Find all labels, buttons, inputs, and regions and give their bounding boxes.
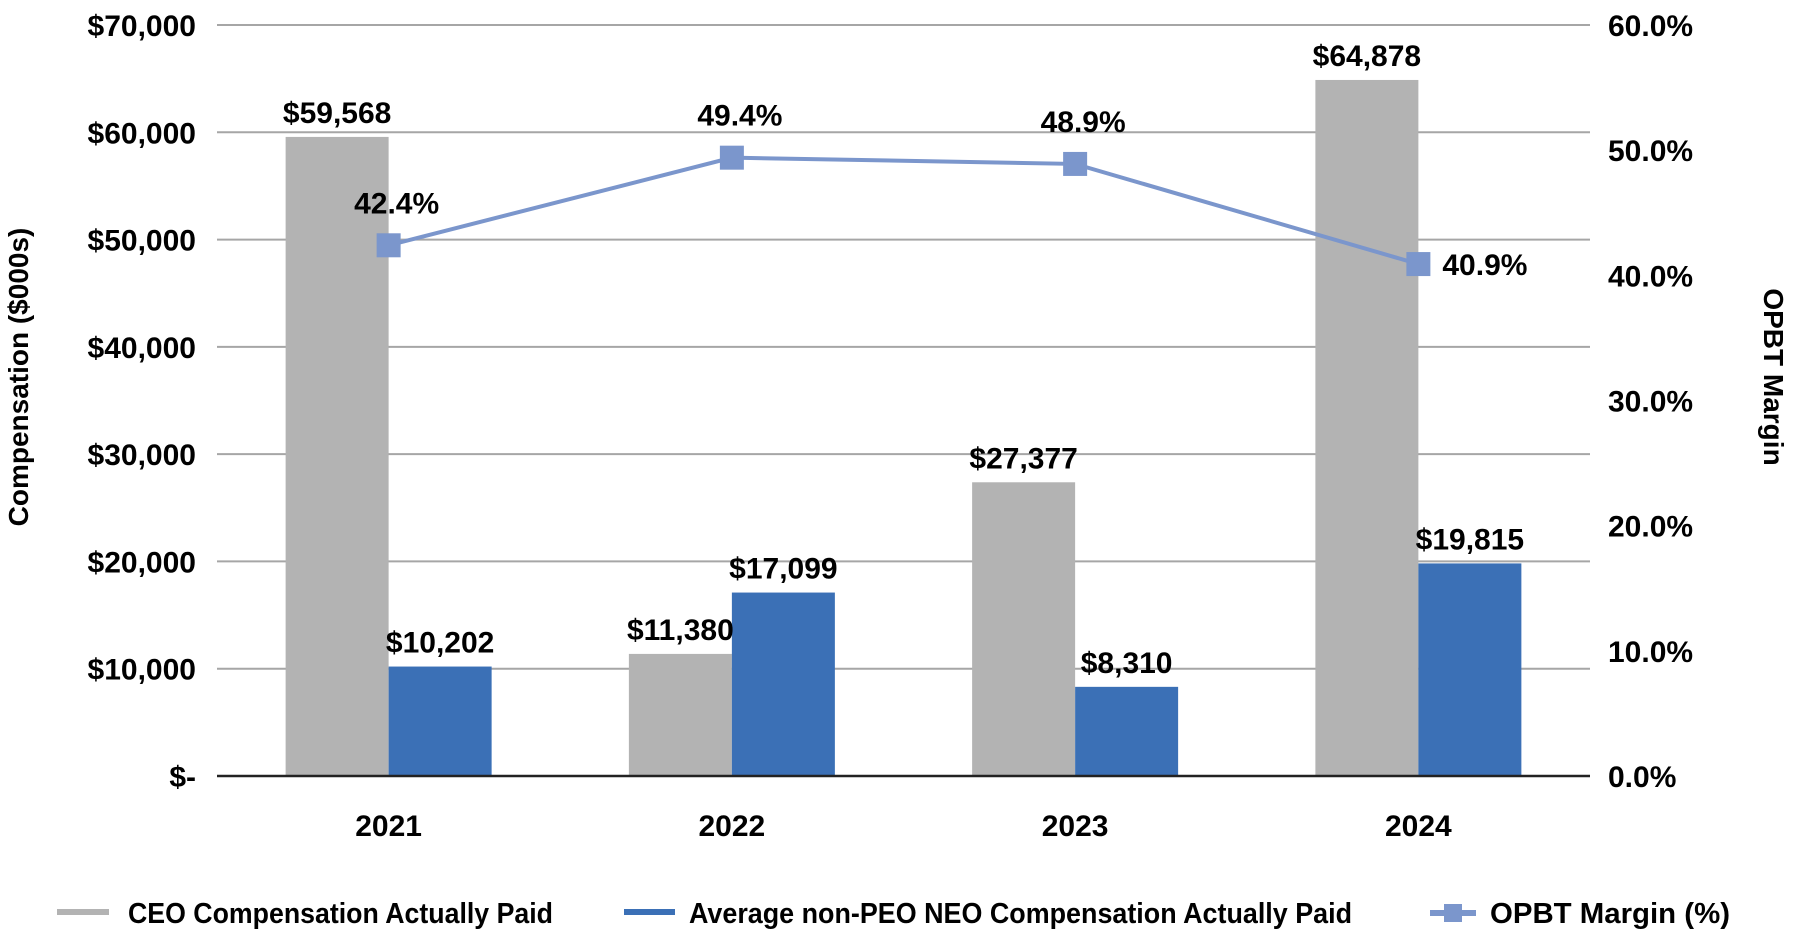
opbt-marker-2022 bbox=[719, 145, 744, 170]
left-tick-label: $50,000 bbox=[88, 225, 196, 258]
right-tick-label: 60.0% bbox=[1608, 10, 1693, 43]
left-tick-label: $60,000 bbox=[88, 117, 196, 150]
left-tick-label: $10,000 bbox=[88, 654, 196, 687]
opbt-label: 48.9% bbox=[1041, 106, 1126, 139]
bar-neo-2021 bbox=[388, 666, 492, 776]
bar-ceo-2021 bbox=[285, 136, 389, 776]
right-tick-label: 40.0% bbox=[1608, 260, 1693, 293]
legend-label-ceo: CEO Compensation Actually Paid bbox=[128, 898, 553, 930]
bar-ceo-2023 bbox=[972, 482, 1076, 776]
bar-ceo-2024 bbox=[1315, 79, 1419, 777]
left-tick-label: $- bbox=[169, 761, 196, 794]
right-axis-title: OPBT Margin bbox=[1758, 288, 1789, 465]
left-tick-label: $30,000 bbox=[88, 439, 196, 472]
legend-label-opbt: OPBT Margin (%) bbox=[1490, 898, 1730, 930]
opbt-label: 42.4% bbox=[354, 187, 439, 220]
right-tick-label: 20.0% bbox=[1608, 511, 1693, 544]
bar-neo-2022 bbox=[731, 592, 835, 776]
opbt-line-path bbox=[388, 155, 1419, 266]
bar-label: $27,377 bbox=[969, 442, 1077, 475]
left-tick-label: $20,000 bbox=[88, 546, 196, 579]
opbt-line bbox=[376, 145, 1431, 277]
bar-label: $11,380 bbox=[627, 614, 734, 647]
right-tick-label: 50.0% bbox=[1608, 135, 1693, 168]
legend: CEO Compensation Actually Paid Average n… bbox=[57, 898, 1730, 930]
left-tick-label: $70,000 bbox=[88, 10, 196, 43]
x-tick-label: 2023 bbox=[1042, 810, 1109, 843]
opbt-label: 49.4% bbox=[697, 100, 782, 133]
legend-label-neo: Average non-PEO NEO Compensation Actuall… bbox=[689, 898, 1352, 930]
bar-label: $8,310 bbox=[1081, 647, 1173, 680]
bar-ceo-2022 bbox=[628, 653, 732, 776]
right-tick-label: 0.0% bbox=[1608, 761, 1676, 794]
x-tick-label: 2022 bbox=[699, 810, 766, 843]
bar-label: $59,568 bbox=[283, 97, 391, 130]
x-tick-label: 2021 bbox=[355, 810, 422, 843]
axes: $- $10,000 $20,000 $30,000 $40,000 $50,000 $60… bbox=[88, 10, 1694, 843]
bars bbox=[285, 79, 1522, 777]
opbt-label: 40.9% bbox=[1442, 249, 1527, 282]
data-labels: $59,568 $11,380 $27,377 $64,878 $10,202 $17,0… bbox=[283, 40, 1528, 680]
bar-label: $19,815 bbox=[1416, 523, 1524, 556]
opbt-marker-2021 bbox=[376, 233, 401, 258]
bar-neo-2023 bbox=[1075, 686, 1179, 776]
legend-marker-opbt bbox=[1444, 904, 1462, 922]
left-axis-title: Compensation ($000s) bbox=[3, 228, 34, 527]
opbt-marker-2024 bbox=[1406, 252, 1431, 277]
bar-label: $17,099 bbox=[729, 553, 837, 586]
left-tick-label: $40,000 bbox=[88, 332, 196, 365]
gridlines bbox=[217, 24, 1590, 670]
x-tick-label: 2024 bbox=[1385, 810, 1452, 843]
right-tick-label: 30.0% bbox=[1608, 386, 1693, 419]
bar-label: $64,878 bbox=[1313, 40, 1421, 73]
opbt-marker-2023 bbox=[1063, 151, 1088, 176]
right-tick-label: 10.0% bbox=[1608, 636, 1693, 669]
bar-neo-2024 bbox=[1418, 563, 1522, 776]
bar-label: $10,202 bbox=[386, 627, 494, 660]
